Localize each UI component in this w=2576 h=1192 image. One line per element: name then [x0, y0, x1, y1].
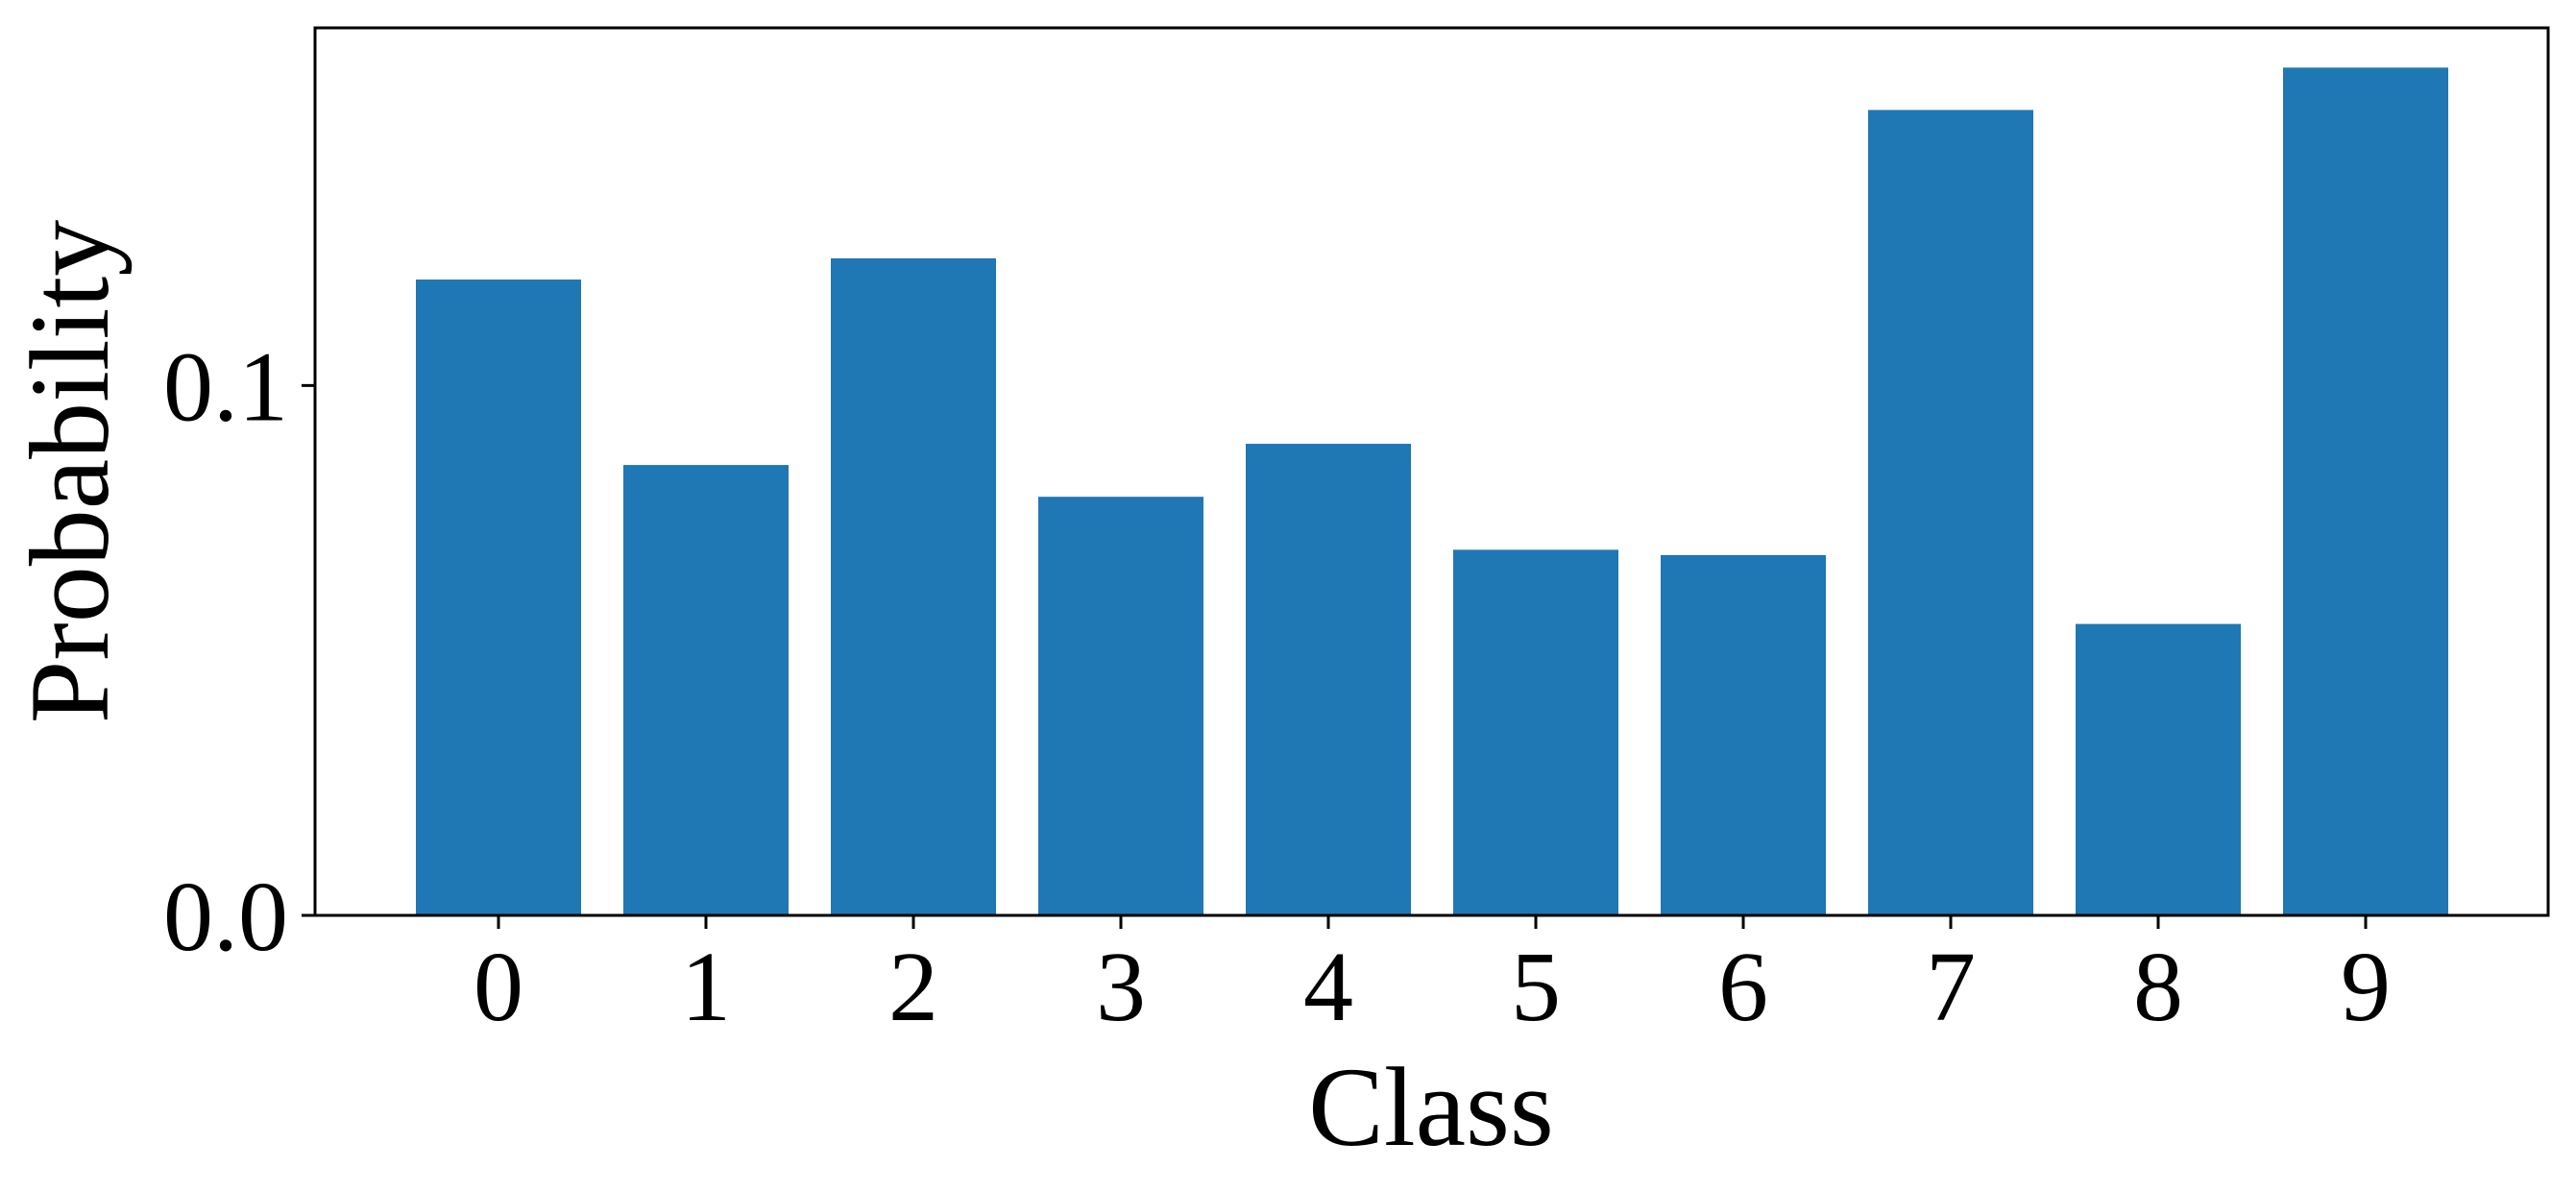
x-tick-label: 9 — [2341, 932, 2391, 1042]
bar-class-1 — [623, 465, 789, 915]
bar-class-5 — [1453, 549, 1618, 915]
bar-class-3 — [1038, 497, 1203, 915]
x-tick-label: 3 — [1096, 932, 1146, 1042]
bar-class-9 — [2283, 67, 2448, 916]
bar-class-7 — [1868, 109, 2033, 916]
bars-group — [416, 67, 2448, 916]
x-ticks-group: 0 1 2 3 4 5 6 7 8 9 — [474, 915, 2391, 1042]
x-tick-label: 7 — [1926, 932, 1976, 1042]
plot-frame — [313, 26, 2550, 917]
bar-class-2 — [831, 257, 996, 915]
x-tick-label: 6 — [1718, 932, 1768, 1042]
x-tick-label: 4 — [1303, 932, 1353, 1042]
x-tick-label: 1 — [681, 932, 731, 1042]
x-tick-label: 2 — [888, 932, 938, 1042]
y-ticks-group: 0.0 0.1 — [163, 331, 315, 972]
bar-class-8 — [2076, 623, 2241, 915]
bar-class-0 — [416, 280, 581, 915]
y-axis-title: Probability — [7, 220, 133, 723]
y-tick-label: 0.1 — [163, 331, 288, 442]
bar-class-4 — [1246, 444, 1411, 915]
x-tick-label: 5 — [1511, 932, 1561, 1042]
bar-class-6 — [1661, 554, 1826, 915]
x-axis-title: Class — [1308, 1044, 1554, 1170]
x-tick-label: 8 — [2133, 932, 2183, 1042]
x-tick-label: 0 — [474, 932, 523, 1042]
y-tick-label: 0.0 — [163, 862, 288, 972]
